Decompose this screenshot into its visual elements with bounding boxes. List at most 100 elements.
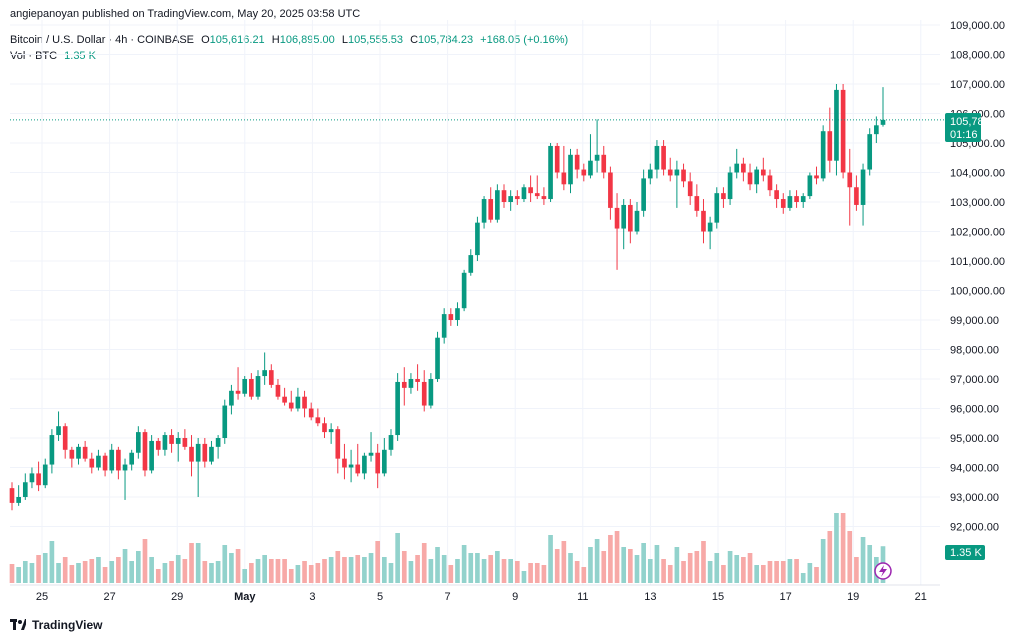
candle-body <box>229 390 234 406</box>
time-axis[interactable]: 25 27 29 May 3 5 7 9 11 13 15 17 19 21 <box>10 584 940 603</box>
candle <box>548 143 553 202</box>
candle <box>149 435 154 474</box>
volume-bar <box>149 557 154 583</box>
candle-body <box>721 193 726 200</box>
volume-bar <box>109 561 115 583</box>
volume-bar <box>362 557 367 583</box>
footer-brand[interactable]: TradingView <box>10 618 102 632</box>
candle-body <box>561 172 567 185</box>
volume-bar <box>847 531 853 583</box>
candle-body <box>382 449 387 474</box>
candle-body <box>302 396 307 409</box>
candle <box>295 387 301 412</box>
volume-bar <box>628 549 633 583</box>
candle-body <box>455 308 460 320</box>
close-label: C <box>410 34 419 46</box>
change-value: +168.05 (+0.16%) <box>480 34 569 46</box>
volume-bar <box>242 569 248 583</box>
candle <box>707 216 713 250</box>
candle <box>175 432 181 462</box>
volume-bar <box>69 565 75 583</box>
volume-bar <box>481 559 487 583</box>
volume-bar <box>641 543 646 583</box>
candle-body <box>495 190 500 220</box>
candle <box>235 367 241 400</box>
candle-body <box>29 473 35 483</box>
x-tick-label: 9 <box>512 591 518 603</box>
volume-bar <box>707 561 713 583</box>
y-tick-label: 109,000.00 <box>950 20 1005 32</box>
candle-body <box>116 449 121 471</box>
candle <box>701 199 706 244</box>
candle <box>182 429 188 450</box>
candle-body <box>155 440 161 450</box>
y-tick-label: 102,000.00 <box>950 227 1005 239</box>
candle-body <box>694 196 700 211</box>
candle-body <box>707 222 713 232</box>
candle-body <box>774 190 779 200</box>
candle-body <box>408 379 414 388</box>
candle-body <box>36 473 41 486</box>
volume-bar <box>155 569 161 583</box>
candle-body <box>428 379 434 406</box>
candle <box>242 376 248 397</box>
volume-bar <box>834 513 839 583</box>
candle <box>122 458 128 500</box>
y-tick-label: 93,000.00 <box>950 492 999 504</box>
volume-bar <box>29 563 35 583</box>
candle-body <box>794 196 799 202</box>
candle <box>588 134 593 179</box>
x-tick-label: 7 <box>445 591 451 603</box>
candle <box>488 187 494 223</box>
candle-body <box>727 172 733 200</box>
lightning-icon[interactable] <box>874 562 892 580</box>
volume-bars <box>9 513 886 583</box>
candle-body <box>814 175 819 179</box>
volume-bar <box>548 535 553 583</box>
candle <box>355 443 361 477</box>
volume-bar <box>614 531 620 583</box>
candle <box>408 373 414 394</box>
x-tick-label: 11 <box>577 591 588 603</box>
volume-bar <box>215 561 221 583</box>
volume-bar <box>209 563 214 583</box>
volume-bar <box>840 513 846 583</box>
candle <box>328 423 334 444</box>
high-label: H <box>271 34 280 46</box>
candle-body <box>122 464 128 471</box>
candle-body <box>109 449 115 471</box>
volume-bar <box>681 561 686 583</box>
candle <box>209 440 214 465</box>
candle-body <box>255 376 261 397</box>
volume-bar <box>255 559 261 583</box>
volume-bar <box>142 539 148 583</box>
candle-body <box>368 452 374 456</box>
volume-bar <box>235 549 241 583</box>
candle <box>136 426 141 459</box>
candle-body <box>854 187 859 205</box>
candle <box>508 190 513 211</box>
candle-body <box>102 455 108 471</box>
candle-body <box>82 446 88 459</box>
publish-text: angiepanoyan published on TradingView.co… <box>10 8 361 20</box>
volume-bar <box>634 555 640 583</box>
volume-bar <box>574 561 580 583</box>
candle <box>302 390 307 418</box>
volume-bar <box>621 547 627 583</box>
candle-body <box>415 379 420 382</box>
price-axis[interactable]: 92,000.00 93,000.00 94,000.00 95,000.00 96,0… <box>950 20 1005 534</box>
volume-bar <box>448 565 454 583</box>
candle <box>541 187 547 205</box>
volume-label: Vol · BTC <box>10 50 58 62</box>
candle <box>189 435 194 477</box>
candle-body <box>568 154 573 185</box>
candle-body <box>714 193 720 223</box>
candle <box>760 157 766 182</box>
candle <box>495 184 500 223</box>
candle <box>501 184 507 208</box>
volume-bar <box>734 555 740 583</box>
volume-bar <box>56 563 61 583</box>
volume-bar <box>375 541 381 583</box>
candle <box>455 302 460 326</box>
